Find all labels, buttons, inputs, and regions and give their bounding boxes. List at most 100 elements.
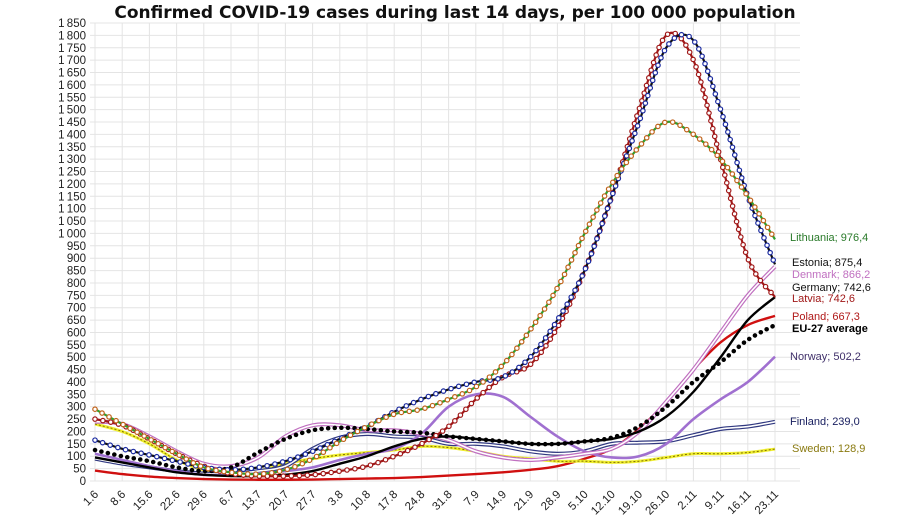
marker-estonia <box>240 466 247 473</box>
marker-latvia <box>762 283 769 290</box>
marker-lithuania <box>327 444 333 451</box>
marker-lithuania <box>361 424 368 431</box>
x-tick-label: 10.8 <box>349 489 373 513</box>
y-tick-label: 850 <box>67 266 86 278</box>
y-tick-label: 700 <box>67 303 86 315</box>
marker-latvia <box>745 256 752 263</box>
marker-estonia <box>418 396 424 403</box>
marker-lithuania <box>406 408 413 415</box>
marker-estonia <box>599 220 605 227</box>
marker-latvia <box>672 30 679 37</box>
marker-estonia <box>699 53 705 60</box>
x-tick-label: 1.6 <box>81 489 101 509</box>
marker-lithuania <box>190 460 197 466</box>
marker-lithuania <box>276 468 283 475</box>
marker-lithuania <box>169 448 176 455</box>
x-tick-label: 5.10 <box>566 489 590 513</box>
marker-estonia <box>755 220 761 226</box>
series-eu-27-average <box>92 322 778 474</box>
y-tick-label: 1 100 <box>58 204 86 216</box>
x-tick-label: 22.6 <box>158 489 182 513</box>
marker-estonia <box>302 451 309 458</box>
marker-estonia <box>725 129 731 135</box>
x-tick-label: 19.10 <box>616 489 645 518</box>
marker-estonia <box>761 235 767 241</box>
marker-estonia <box>279 459 286 465</box>
marker-lithuania <box>176 452 183 458</box>
marker-estonia <box>691 39 698 45</box>
marker-estonia <box>640 107 646 114</box>
marker-lithuania <box>597 200 604 206</box>
marker-lithuania <box>554 285 560 292</box>
gridlines <box>90 22 800 482</box>
marker-lithuania <box>643 135 650 141</box>
marker-estonia <box>649 77 656 84</box>
marker-lithuania <box>486 374 493 380</box>
marker-lithuania <box>724 164 731 171</box>
series-lithuania <box>92 119 776 477</box>
marker-lithuania <box>575 242 582 249</box>
y-tick-label: 600 <box>67 327 86 339</box>
marker-estonia <box>295 454 301 460</box>
marker-latvia <box>272 473 279 480</box>
x-tick-label: 6.7 <box>217 489 237 509</box>
marker-lithuania <box>437 399 443 406</box>
x-axis: 1.6 8.6 15.6 22.6 29.6 6.7 13.7 20.7 27.7 3.8 10.8… <box>81 489 781 518</box>
marker-estonia <box>92 437 98 443</box>
series-end-label: EU-27 average <box>792 323 868 335</box>
marker-lithuania <box>99 410 105 416</box>
marker-lithuania <box>183 456 190 462</box>
marker-lithuania <box>696 136 703 142</box>
marker-lithuania <box>284 466 291 473</box>
marker-lithuania <box>244 471 251 477</box>
marker-latvia <box>527 361 534 368</box>
marker-estonia <box>410 399 417 406</box>
marker-estonia <box>433 390 439 397</box>
marker-lithuania <box>582 228 589 235</box>
marker-lithuania <box>541 306 548 312</box>
series-germany <box>94 296 776 478</box>
marker-lithuania <box>340 436 347 443</box>
marker-latvia <box>344 467 350 473</box>
marker-lithuania <box>113 417 119 424</box>
series-lines <box>92 30 778 481</box>
marker-estonia <box>272 461 278 467</box>
marker-lithuania <box>354 428 361 435</box>
marker-estonia <box>655 62 661 69</box>
marker-lithuania <box>752 204 758 210</box>
x-tick-label: 29.6 <box>186 489 210 513</box>
marker-latvia <box>533 355 539 362</box>
x-tick-label: 7.9 <box>462 489 482 509</box>
marker-estonia <box>720 113 726 120</box>
marker-estonia <box>591 243 597 250</box>
marker-lithuania <box>558 278 564 285</box>
marker-latvia <box>412 444 418 450</box>
marker-latvia <box>446 423 452 430</box>
marker-lithuania <box>492 369 499 375</box>
marker-latvia <box>695 71 702 78</box>
marker-estonia <box>712 91 719 97</box>
marker-estonia <box>153 453 160 460</box>
marker-lithuania <box>743 190 749 197</box>
marker-lithuania <box>398 409 405 416</box>
marker-estonia <box>612 183 619 189</box>
marker-latvia <box>704 102 710 109</box>
marker-lithuania <box>601 193 608 199</box>
marker-latvia <box>683 42 689 48</box>
marker-latvia <box>700 87 706 93</box>
marker-estonia <box>731 152 738 158</box>
marker-estonia <box>248 465 255 472</box>
marker-latvia <box>296 472 303 479</box>
marker-lithuania <box>514 345 520 351</box>
marker-latvia <box>735 226 742 233</box>
marker-lithuania <box>429 402 436 409</box>
marker-latvia <box>650 59 657 66</box>
y-tick-label: 450 <box>67 365 86 377</box>
marker-lithuania <box>292 463 298 470</box>
marker-latvia <box>390 453 396 460</box>
marker-estonia <box>582 265 589 272</box>
marker-latvia <box>474 395 481 401</box>
series-end-label: Norway; 502,2 <box>790 351 861 363</box>
y-tick-label: 1 650 <box>58 68 86 80</box>
